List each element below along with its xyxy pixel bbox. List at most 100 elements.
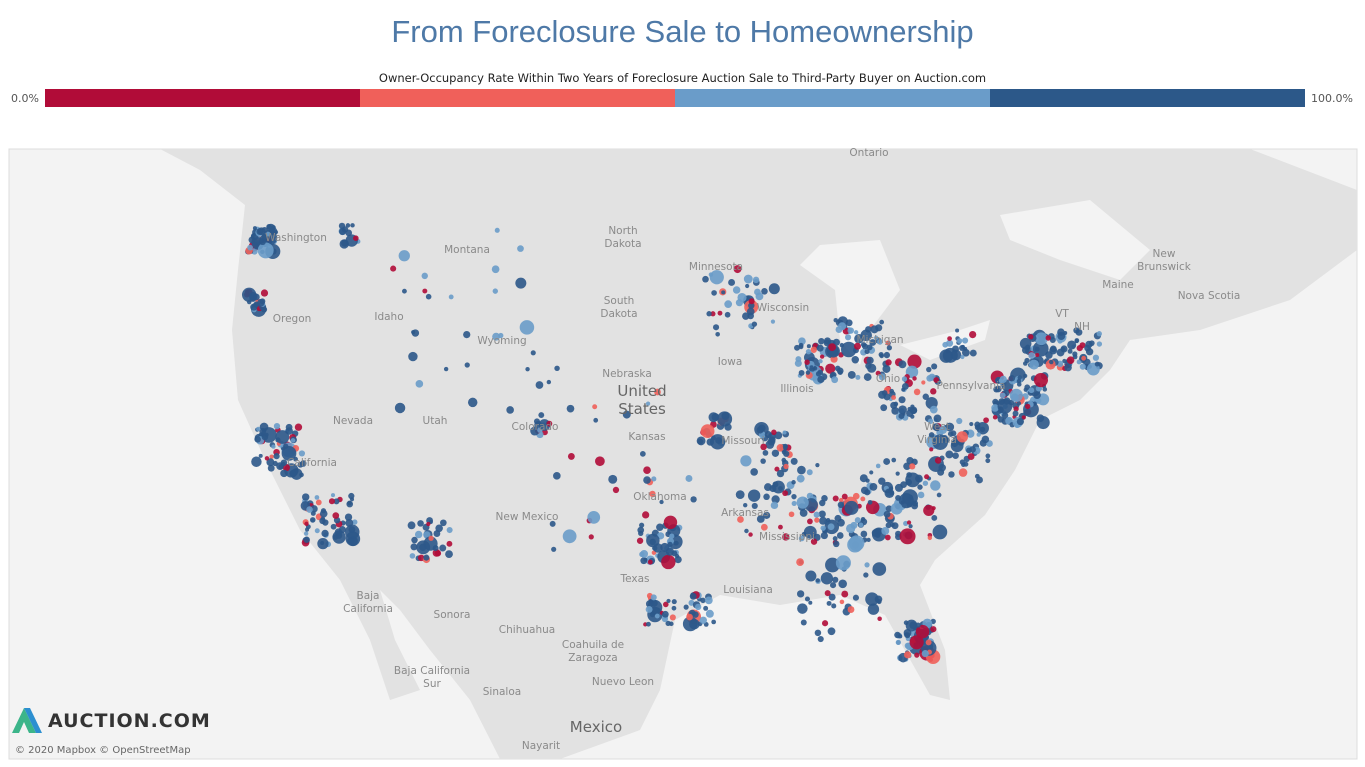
location-dot (770, 501, 779, 510)
location-dot (864, 562, 870, 568)
location-dot (819, 516, 828, 525)
location-dot (705, 609, 714, 618)
location-dot (1033, 391, 1041, 400)
location-dot (663, 515, 678, 530)
location-dot (1019, 337, 1032, 350)
location-dot (415, 380, 424, 388)
location-dot (278, 464, 284, 470)
location-dot (836, 532, 844, 539)
location-dot (798, 369, 805, 376)
place-label: Michigan (856, 334, 903, 346)
location-dot (794, 344, 800, 351)
location-dot (439, 544, 447, 552)
location-dot (814, 629, 822, 637)
location-dot (962, 348, 970, 357)
location-dot (706, 438, 714, 446)
location-dot (950, 439, 964, 453)
location-dot (1008, 375, 1016, 382)
location-dot (889, 490, 895, 496)
location-dot (705, 596, 713, 605)
location-dot (414, 530, 423, 539)
location-dot (844, 500, 859, 515)
location-dot (1036, 414, 1045, 422)
location-dot (805, 370, 811, 375)
location-dot (433, 530, 441, 537)
location-dot (917, 491, 925, 499)
location-dot (1057, 328, 1065, 336)
location-dot (998, 378, 1003, 383)
location-dot (303, 536, 310, 543)
location-dot (261, 306, 268, 313)
location-dot (921, 650, 929, 658)
location-dot (900, 481, 907, 488)
location-dot (922, 480, 929, 486)
location-dot (810, 346, 817, 353)
location-dot (1042, 387, 1048, 392)
location-dot (898, 413, 905, 420)
location-dot (884, 488, 895, 499)
location-dot (290, 438, 296, 443)
location-dot (1023, 387, 1028, 392)
location-dot (875, 370, 881, 376)
location-dot (535, 381, 544, 389)
location-dot (867, 603, 880, 615)
place-label: Dakota (604, 238, 641, 250)
location-dot (273, 422, 281, 430)
location-dot (930, 626, 937, 633)
location-dot (878, 373, 886, 381)
location-dot (320, 540, 325, 546)
location-dot (847, 370, 856, 379)
location-dot (304, 521, 309, 527)
location-dot (290, 468, 303, 480)
land (160, 149, 1357, 759)
location-dot (298, 450, 306, 457)
location-dot (879, 319, 885, 325)
place-label: Utah (423, 415, 448, 427)
location-dot (708, 272, 714, 277)
location-dot (864, 349, 870, 355)
location-dot (872, 562, 887, 576)
location-dot (928, 432, 935, 438)
location-dot (817, 375, 825, 384)
location-dot (567, 452, 575, 460)
great-lakes (800, 240, 900, 365)
location-dot (257, 242, 274, 259)
location-dot (1028, 387, 1035, 394)
location-dot (956, 338, 963, 344)
location-dot (827, 627, 836, 636)
place-label: Pennsylvania (937, 380, 1006, 392)
location-dot (917, 484, 923, 490)
location-dot (530, 350, 536, 356)
location-dot (506, 406, 514, 414)
location-dot (553, 472, 561, 480)
location-dot (799, 509, 808, 517)
location-dot (1021, 415, 1026, 420)
location-dot (883, 458, 891, 465)
place-label: Chihuahua (499, 624, 555, 636)
location-dot (869, 482, 878, 491)
location-dot (515, 277, 527, 289)
location-dot (492, 332, 500, 341)
location-dot (760, 458, 766, 464)
location-dot (883, 393, 891, 401)
water (1000, 200, 1150, 280)
location-dot (981, 435, 990, 444)
location-dot (783, 446, 788, 451)
location-dot (893, 401, 899, 407)
location-dot (809, 365, 814, 370)
location-dot (710, 311, 716, 317)
location-dot (334, 528, 343, 536)
location-dot (1035, 332, 1048, 346)
location-dot (549, 520, 556, 527)
location-dot (911, 502, 919, 510)
location-dot (932, 423, 940, 431)
attribution: © 2020 Mapbox © OpenStreetMap (15, 745, 191, 756)
location-dot (855, 374, 861, 380)
location-dot (851, 356, 860, 364)
location-dot (409, 553, 416, 559)
location-dot (703, 605, 709, 611)
location-dot (275, 430, 290, 444)
location-dot (551, 546, 557, 552)
location-dot (643, 476, 651, 484)
